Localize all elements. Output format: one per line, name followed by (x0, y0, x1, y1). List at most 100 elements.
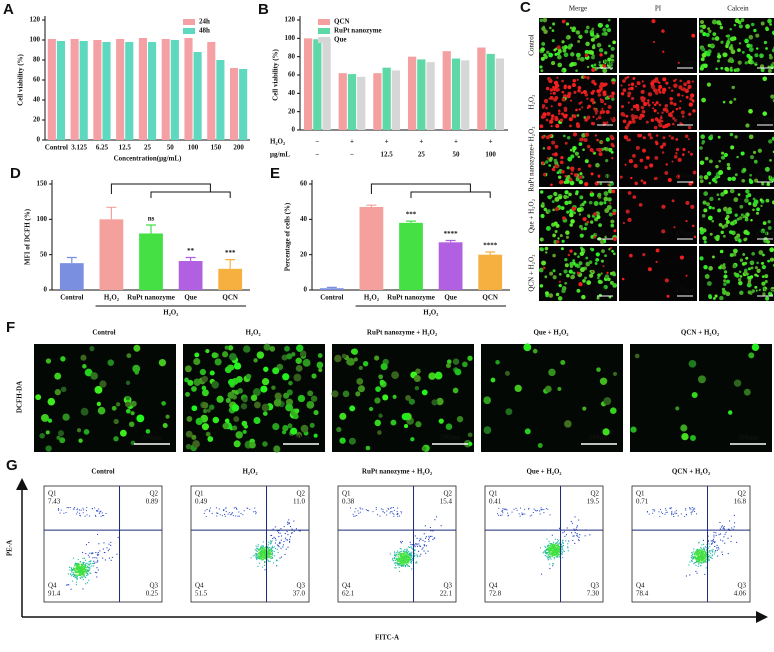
cell-dot (415, 421, 422, 428)
event-dot (255, 556, 257, 558)
event-dot (89, 572, 91, 574)
cell-dot (201, 423, 209, 431)
event-dot (701, 559, 704, 561)
event-dot (255, 549, 257, 551)
event-dot (70, 573, 72, 576)
event-dot (355, 508, 357, 510)
y-tick-label: 80 (288, 52, 296, 60)
event-dot (88, 541, 90, 544)
cell-dot (722, 100, 726, 104)
cell-dot (640, 89, 645, 94)
event-dot (548, 552, 550, 554)
event-dot (289, 541, 291, 543)
event-dot (425, 536, 427, 538)
cell-dot (608, 212, 613, 217)
quadrant-value: 0.41 (489, 498, 502, 506)
event-dot (552, 565, 554, 567)
cell-dot (542, 17, 548, 23)
event-dot (258, 551, 261, 553)
cell-dot (641, 80, 644, 83)
event-dot (231, 512, 233, 514)
event-dot (404, 552, 406, 554)
event-dot (80, 563, 82, 565)
event-dot (409, 555, 411, 557)
cell-dot (605, 110, 609, 114)
cell-dot (584, 181, 589, 187)
event-dot (697, 558, 700, 561)
cell-dot (571, 82, 576, 88)
event-dot (704, 556, 706, 558)
cell-dot (727, 37, 730, 41)
cell-dot (128, 421, 135, 428)
event-dot (391, 559, 394, 561)
cell-dot (600, 239, 605, 245)
micrograph (34, 344, 176, 452)
cell-dot (703, 63, 708, 69)
event-dot (267, 555, 269, 557)
event-dot (232, 515, 234, 517)
event-dot (559, 549, 561, 551)
cell-dot (557, 296, 563, 301)
cell-dot (667, 177, 672, 183)
cell-dot (570, 61, 575, 67)
cell-dot (191, 434, 197, 440)
event-dot (89, 562, 91, 564)
cell-dot (296, 344, 304, 352)
cell-dot (310, 395, 318, 402)
cell-dot (563, 194, 568, 200)
cell-dot (595, 252, 600, 257)
event-dot (406, 553, 408, 555)
cell-dot (541, 104, 546, 108)
cell-dot (587, 215, 591, 219)
event-dot (716, 547, 718, 549)
event-dot (206, 509, 208, 511)
cell-dot (563, 45, 568, 50)
cell-dot (579, 172, 583, 176)
event-dot (553, 549, 555, 551)
event-dot (78, 568, 80, 570)
cell-dot (738, 24, 743, 29)
cell-dot (601, 249, 605, 253)
event-dot (260, 546, 262, 548)
event-dot (87, 570, 89, 573)
event-dot (698, 552, 701, 554)
event-dot (257, 555, 259, 557)
cell-dot (604, 96, 608, 100)
event-dot (403, 556, 405, 558)
event-dot (259, 551, 261, 553)
event-dot (111, 556, 113, 558)
cell-dot (578, 261, 583, 266)
event-dot (399, 551, 401, 553)
cell-dot (653, 109, 657, 113)
scale-text: 470μm (595, 116, 615, 124)
event-dot (293, 520, 295, 522)
event-dot (700, 565, 702, 567)
event-dot (272, 553, 274, 555)
cell-dot (557, 237, 560, 240)
cell-dot (607, 18, 611, 22)
event-dot (104, 559, 106, 561)
cell-dot (243, 345, 251, 353)
event-dot (696, 552, 698, 554)
event-dot (700, 549, 702, 551)
event-dot (698, 563, 700, 565)
cell-dot (564, 190, 569, 195)
cell-dot (669, 96, 674, 101)
cell-dot (590, 32, 595, 37)
cell-dot (225, 397, 231, 404)
cell-dot (656, 112, 659, 115)
cell-dot (650, 81, 655, 86)
event-dot (102, 548, 104, 550)
cell-dot (586, 76, 590, 80)
event-dot (704, 573, 706, 575)
event-dot (571, 522, 573, 524)
event-dot (273, 550, 275, 553)
event-dot (231, 512, 233, 514)
cell-dot (655, 260, 658, 264)
cell-dot (675, 107, 679, 111)
event-dot (72, 508, 74, 510)
event-dot (501, 510, 503, 512)
cell-dot (126, 353, 132, 359)
event-dot (93, 562, 96, 564)
cell-dot (592, 115, 595, 118)
